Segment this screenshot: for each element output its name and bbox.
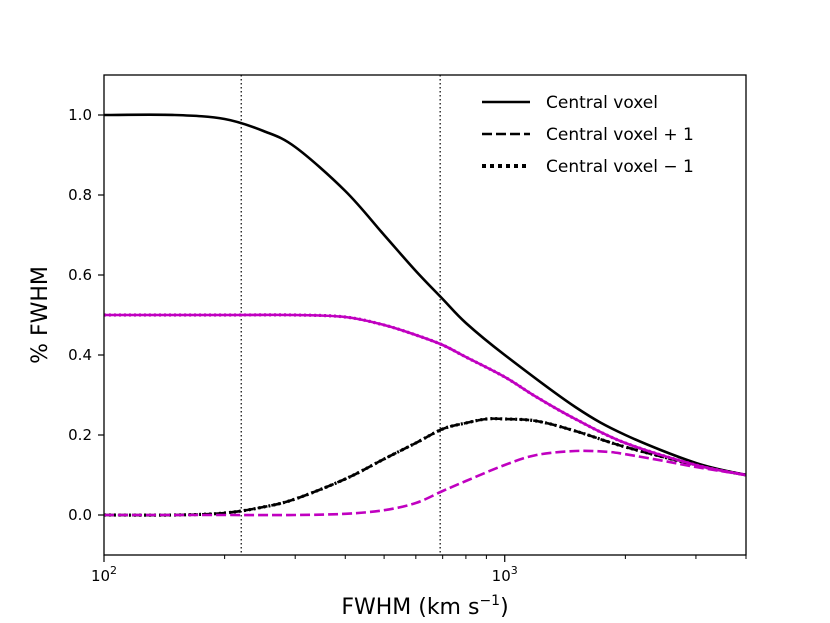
x-tick-label: 103 [492,564,518,585]
y-tick-label: 1.0 [68,106,92,124]
series-layer [103,113,747,517]
legend-label-central-voxel-plus-1: Central voxel + 1 [546,125,694,145]
series-line-central-voxel-1 [103,417,747,517]
y-tick-label: 0.6 [68,266,92,284]
y-axis-ticks: 0.0 0.2 0.4 0.6 0.8 1.0 [68,106,104,524]
series-line-magenta-dotted [104,313,747,477]
x-axis-title: FWHM (km s−1) [341,593,508,620]
series-line-central-voxel [103,113,747,477]
legend-label-central-voxel-minus-1: Central voxel − 1 [546,157,694,177]
y-axis-title: % FWHM [28,266,53,364]
x-axis-title-close: ) [500,595,509,620]
plot-frame [103,74,747,556]
x-axis-ticks: 102 103 [91,555,747,585]
y-tick-label: 0.4 [68,346,92,364]
x-axis-title-exponent: −1 [479,593,500,609]
x-tick-label: 102 [91,564,117,585]
series-line-magenta-dashed [104,449,747,517]
legend-label-central-voxel: Central voxel [546,93,658,113]
y-tick-label: 0.0 [68,506,92,524]
y-tick-label: 0.2 [68,426,92,444]
legend: Central voxel Central voxel + 1 Central … [482,93,694,177]
x-axis-title-main: FWHM (km s [341,595,479,620]
y-tick-label: 0.8 [68,186,92,204]
